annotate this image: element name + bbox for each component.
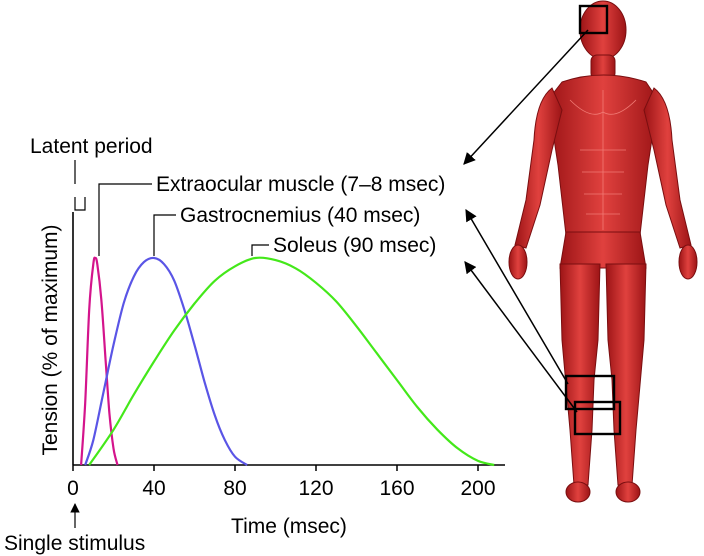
right-hand (678, 244, 698, 280)
soleus-curve (88, 256, 495, 467)
x-tick-label: 40 (142, 477, 165, 500)
eye-highlight-box (578, 4, 609, 35)
x-tick-label: 0 (67, 477, 79, 500)
gastrocnemius-leader (153, 214, 176, 256)
soleus-label: Soleus (90 msec) (273, 234, 436, 257)
x-tick-label: 120 (298, 477, 333, 500)
head (579, 0, 627, 60)
extraocular-leader (98, 183, 152, 256)
stimulus-annotation: Single stimulus (4, 503, 145, 555)
soleus-highlight-box (573, 400, 622, 436)
eye-connector-arrow (463, 29, 589, 165)
latent-period-bracket (74, 160, 86, 211)
extraocular-curve (80, 256, 119, 466)
soleus-connector-arrow (464, 261, 578, 413)
gastrocnemius-curve (84, 256, 248, 466)
right-arm (643, 87, 692, 249)
series-labels: Extraocular muscle (7–8 msec) Gastrocnem… (98, 173, 445, 257)
x-tick-label: 80 (223, 477, 246, 500)
left-foot (565, 481, 591, 503)
series-curves (80, 256, 495, 467)
x-axis-label: Time (msec) (231, 515, 347, 538)
stimulus-label: Single stimulus (4, 532, 145, 555)
left-leg (559, 263, 601, 486)
muscle-striations (569, 90, 637, 230)
y-axis-label: Tension (% of maximum) (39, 224, 62, 455)
right-leg (605, 263, 647, 486)
connector-arrows (463, 29, 589, 413)
right-foot (615, 481, 641, 503)
x-ticks: 0 40 80 120 160 200 (67, 465, 496, 500)
human-muscle-illustration (508, 0, 698, 503)
calf-highlight-box (564, 374, 616, 411)
left-hand (508, 244, 528, 280)
gastrocnemius-label: Gastrocnemius (40 msec) (180, 204, 420, 227)
left-arm (514, 87, 563, 249)
latent-period-label: Latent period (30, 135, 153, 158)
soleus-leader (251, 244, 269, 256)
axes: 0 40 80 120 160 200 (67, 212, 505, 500)
gastrocnemius-connector-arrow (465, 208, 569, 385)
pelvis (559, 231, 647, 269)
x-tick-label: 200 (460, 477, 495, 500)
x-tick-label: 160 (379, 477, 414, 500)
extraocular-label: Extraocular muscle (7–8 msec) (156, 173, 445, 196)
latent-period-annotation: Latent period (30, 135, 153, 211)
